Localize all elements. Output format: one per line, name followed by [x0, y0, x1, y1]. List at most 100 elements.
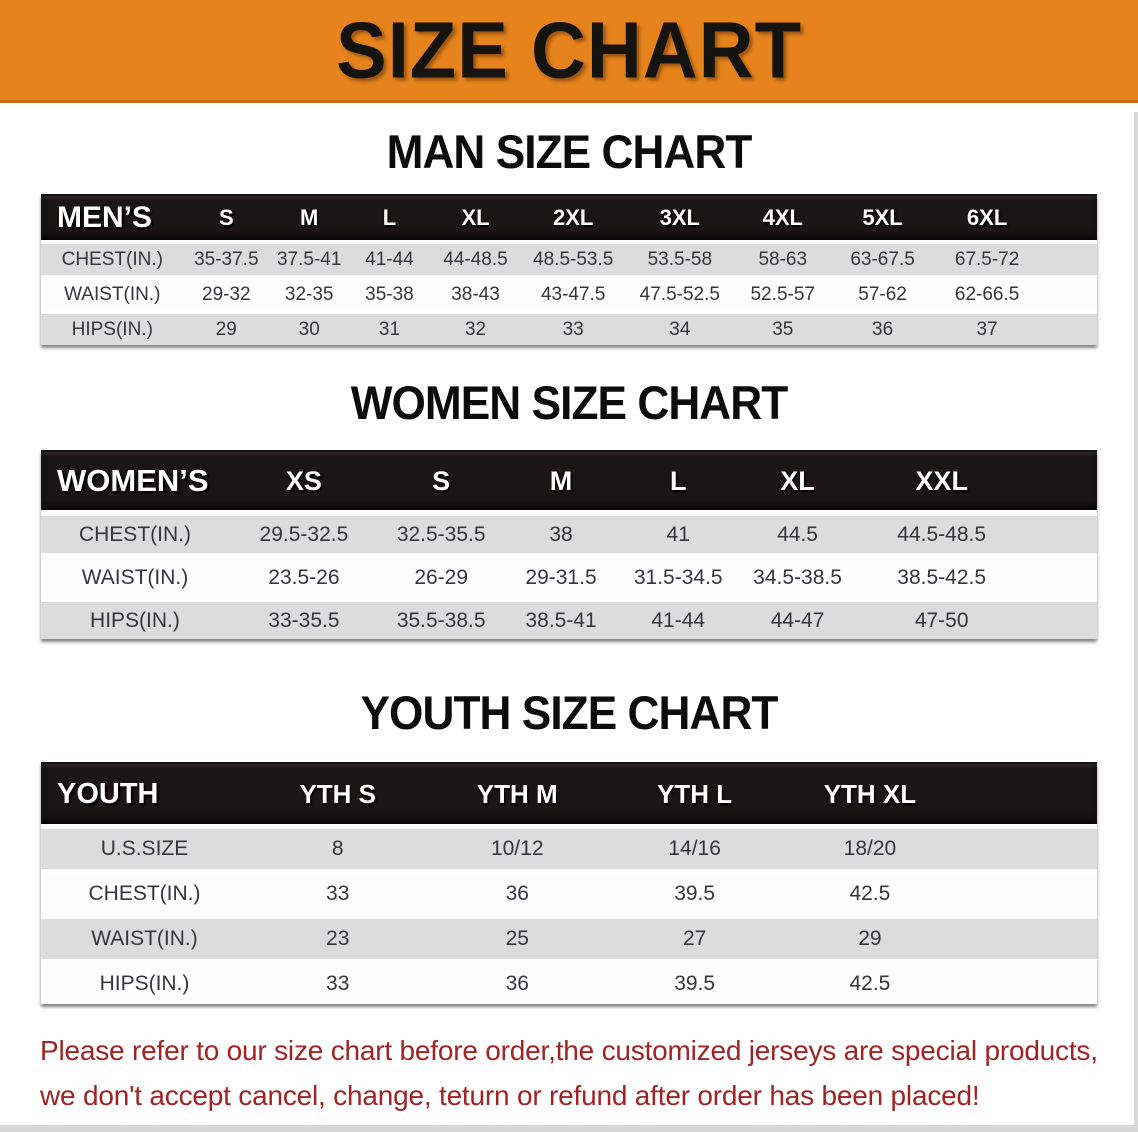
cell-value: 41-44	[651, 608, 706, 632]
size-column-header: 3XL	[659, 205, 700, 230]
size-column-header: XL	[780, 465, 815, 496]
cell-value: 30	[298, 318, 320, 340]
table-row: CHEST(IN.) 33 36 39.5 42.5	[41, 874, 1097, 914]
size-column-header: 2XL	[553, 205, 594, 230]
group-label: WOMEN’S	[57, 463, 209, 498]
cell-value: 10/12	[490, 837, 544, 860]
size-column-header: 6XL	[966, 205, 1008, 230]
size-chart-section: MAN SIZE CHART MEN’S S M L XL 2XL 3XL 4XL 5XL 6XL C…	[0, 124, 1138, 345]
cell-value: 37	[976, 318, 998, 340]
cell-value: 47.5-52.5	[639, 283, 720, 305]
cell-value: 36	[505, 972, 529, 995]
cell-value: 25	[505, 927, 529, 950]
order-notice: Please refer to our size chart before or…	[40, 1028, 1100, 1118]
cell-value: 41	[666, 522, 690, 546]
cell-value: 29	[858, 927, 882, 950]
cell-value: 32-35	[284, 283, 334, 305]
cell-value: 29	[215, 318, 237, 340]
cell-value: 44-47	[770, 608, 825, 632]
cell-value: 57-62	[858, 283, 907, 305]
size-column-header: M	[300, 205, 319, 230]
table-header-row: MEN’S S M L XL 2XL 3XL 4XL 5XL 6XL	[41, 196, 1097, 240]
size-column-header: M	[549, 465, 573, 496]
notice-line-2: we don't accept cancel, change, teturn o…	[40, 1080, 980, 1111]
notice-line-1: Please refer to our size chart before or…	[40, 1035, 1098, 1066]
cell-value: 27	[682, 927, 707, 950]
size-table: YOUTH YTH S YTH M YTH L YTH XL U.S.SIZE 8 10/12…	[41, 762, 1097, 1004]
row-label: HIPS(IN.)	[99, 972, 190, 995]
cell-value: 47-50	[914, 608, 969, 632]
size-column-header: 4XL	[762, 205, 803, 230]
cell-value: 33	[562, 318, 584, 340]
size-column-header: YTH XL	[823, 778, 917, 809]
cell-value: 33	[326, 972, 350, 995]
cell-value: 36	[872, 318, 894, 340]
cell-value: 58-63	[758, 248, 808, 270]
table-row: CHEST(IN.) 35-37.5 37.5-41 41-44 44-48.5 48.5…	[41, 244, 1097, 275]
table-row: CHEST(IN.) 29.5-32.5 32.5-35.5 38 41 44.5 44.5…	[41, 516, 1097, 553]
size-chart-section: YOUTH SIZE CHART YOUTH YTH S YTH M YTH L YTH …	[0, 685, 1138, 1004]
image-edge-bottom	[0, 1125, 1138, 1132]
size-column-header: S	[432, 465, 451, 496]
table-row: WAIST(IN.) 23 25 27 29	[41, 919, 1097, 959]
cell-value: 38.5-41	[525, 608, 597, 632]
row-label: WAIST(IN.)	[91, 927, 198, 950]
banner: SIZE CHART	[0, 0, 1138, 103]
cell-value: 37.5-41	[276, 248, 342, 270]
cell-value: 39.5	[674, 882, 716, 905]
row-label: U.S.SIZE	[100, 837, 189, 860]
cell-value: 32.5-35.5	[396, 522, 486, 546]
cell-value: 42.5	[849, 882, 891, 905]
row-label: HIPS(IN.)	[71, 318, 153, 340]
size-column-header: S	[218, 205, 234, 230]
row-label: CHEST(IN.)	[88, 882, 201, 905]
cell-value: 42.5	[849, 972, 891, 995]
cell-value: 44.5	[777, 522, 818, 546]
cell-value: 53.5-58	[647, 248, 713, 270]
cell-value: 35.5-38.5	[396, 608, 486, 632]
row-label: HIPS(IN.)	[90, 608, 180, 632]
cell-value: 14/16	[668, 837, 721, 860]
cell-value: 44-48.5	[443, 248, 508, 270]
cell-value: 52.5-57	[750, 283, 815, 305]
row-label: CHEST(IN.)	[78, 522, 191, 546]
cell-value: 26-29	[414, 565, 469, 589]
table-row: WAIST(IN.) 23.5-26 26-29 29-31.5 31.5-34.5 34…	[41, 559, 1097, 596]
cell-value: 44.5-48.5	[897, 522, 987, 546]
cell-value: 33-35.5	[268, 608, 340, 632]
cell-value: 35-38	[365, 283, 414, 305]
size-column-header: YTH S	[299, 778, 377, 809]
table-row: HIPS(IN.) 33-35.5 35.5-38.5 38.5-41 41-44 44-…	[41, 602, 1097, 639]
cell-value: 62-66.5	[954, 283, 1020, 305]
charts-container: MAN SIZE CHART MEN’S S M L XL 2XL 3XL 4XL 5XL 6XL C…	[0, 124, 1138, 1004]
size-column-header: YTH L	[657, 778, 733, 809]
cell-value: 8	[331, 837, 344, 860]
cell-value: 29-31.5	[525, 565, 597, 589]
table-header-row: WOMEN’S XS S M L XL XXL	[41, 452, 1097, 510]
cell-value: 43-47.5	[540, 283, 606, 305]
size-column-header: L	[669, 465, 687, 496]
cell-value: 41-44	[365, 248, 414, 270]
cell-value: 39.5	[674, 972, 716, 995]
size-column-header: YTH M	[476, 778, 558, 809]
cell-value: 31.5-34.5	[633, 565, 723, 589]
size-chart-section: WOMEN SIZE CHART WOMEN’S XS S M L XL XXL CHEST(I…	[0, 375, 1138, 639]
cell-value: 63-67.5	[850, 248, 915, 270]
cell-value: 18/20	[843, 837, 897, 860]
section-heading: WOMEN SIZE CHART	[350, 376, 788, 429]
cell-value: 33	[326, 882, 350, 905]
cell-value: 36	[505, 882, 529, 905]
cell-value: 29-32	[202, 283, 251, 305]
size-table: MEN’S S M L XL 2XL 3XL 4XL 5XL 6XL CHEST(IN.) 35-37…	[41, 194, 1097, 345]
size-table: WOMEN’S XS S M L XL XXL CHEST(IN.) 29.5-32.5 32.5…	[41, 450, 1097, 639]
table-row: HIPS(IN.) 33 36 39.5 42.5	[41, 964, 1097, 1004]
cell-value: 34	[669, 318, 691, 340]
cell-value: 67.5-72	[954, 248, 1020, 270]
cell-value: 23	[326, 927, 350, 950]
size-column-header: 5XL	[862, 205, 903, 230]
size-column-header: XXL	[915, 465, 968, 496]
cell-value: 32	[464, 318, 487, 340]
table-row: U.S.SIZE 8 10/12 14/16 18/20	[41, 829, 1097, 869]
section-heading: MAN SIZE CHART	[386, 125, 753, 178]
